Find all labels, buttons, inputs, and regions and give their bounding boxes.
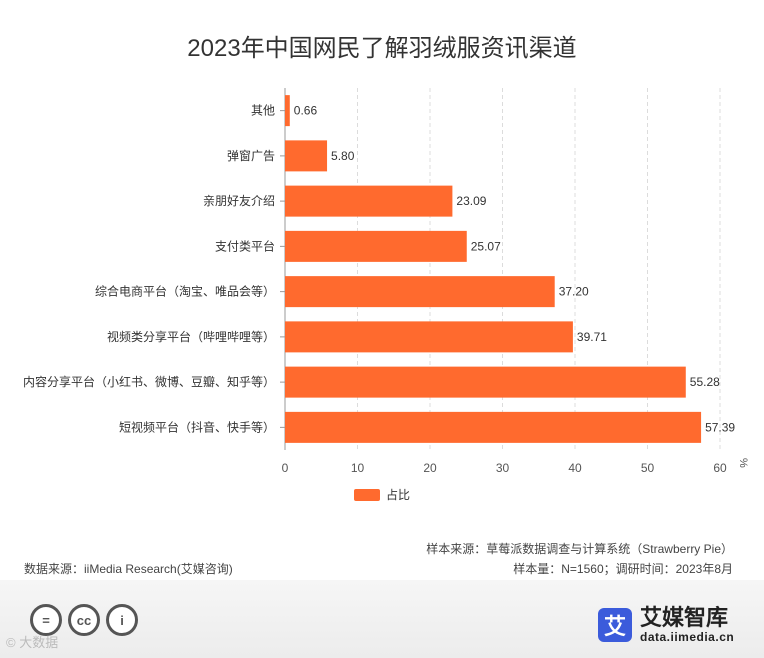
x-tick-label: 60 [713,461,727,475]
y-tick-label: 短视频平台（抖音、快手等） [119,419,275,434]
bar-chart: 0 10 20 30 40 50 60 % 其他 0.66 弹窗广告 5.80 亲朋好友介绍 23.09 支… [23,88,749,475]
data-label: 5.80 [331,149,355,163]
data-label: 57.39 [705,420,735,434]
by-icon: i [106,604,138,636]
y-tick-label: 视频类分享平台（哔哩哔哩等） [107,329,275,344]
x-tick-label: 20 [423,461,437,475]
chart-title: 2023年中国网民了解羽绒服资讯渠道 [187,35,577,62]
bar [285,411,702,443]
bar [285,140,328,172]
legend[interactable]: 占比 [354,486,410,503]
bar [285,185,453,217]
bar [285,366,686,398]
bar [285,95,290,127]
y-tick-label: 内容分享平台（小红书、微博、豆瓣、知乎等） [23,374,275,389]
brand-url: data.iimedia.cn [640,630,735,644]
data-label: 55.28 [690,375,720,389]
legend-label: 占比 [386,488,411,502]
brand[interactable]: 艾 艾媒智库 data.iimedia.cn [598,606,734,644]
x-tick-label: 0 [282,461,289,475]
brand-name: 艾媒智库 [640,605,729,630]
x-tick-label: 10 [351,461,365,475]
bar [285,321,573,353]
data-label: 39.71 [577,330,607,344]
cc-icon: cc [68,604,100,636]
data-label: 25.07 [471,239,501,253]
x-unit-label: % [737,458,749,468]
x-tick-label: 50 [641,461,655,475]
y-tick-label: 弹窗广告 [227,149,275,163]
y-tick-label: 综合电商平台（淘宝、唯品会等） [95,284,275,299]
cc-license-icons: = cc i [30,604,138,636]
sample-size-note: 样本量：N=1560；调研时间：2023年8月 [513,562,733,576]
x-tick-label: 40 [568,461,582,475]
watermark: © 大数据 [6,635,59,650]
data-source-note: 数据来源：iiMedia Research(艾媒咨询) [24,562,233,576]
y-tick-label: 支付类平台 [215,238,275,253]
data-label: 23.09 [456,194,486,208]
bar [285,276,555,308]
y-tick-label: 亲朋好友介绍 [203,194,275,208]
brand-logo-icon: 艾 [598,608,632,642]
data-label: 0.66 [294,104,318,118]
legend-swatch [354,488,380,501]
bar [285,230,467,262]
y-tick-label: 其他 [251,104,275,118]
sample-source-note: 样本来源：草莓派数据调查与计算系统（Strawberry Pie） [426,542,733,556]
nd-icon: = [30,604,62,636]
data-label: 37.20 [559,285,589,299]
x-tick-label: 30 [496,461,510,475]
